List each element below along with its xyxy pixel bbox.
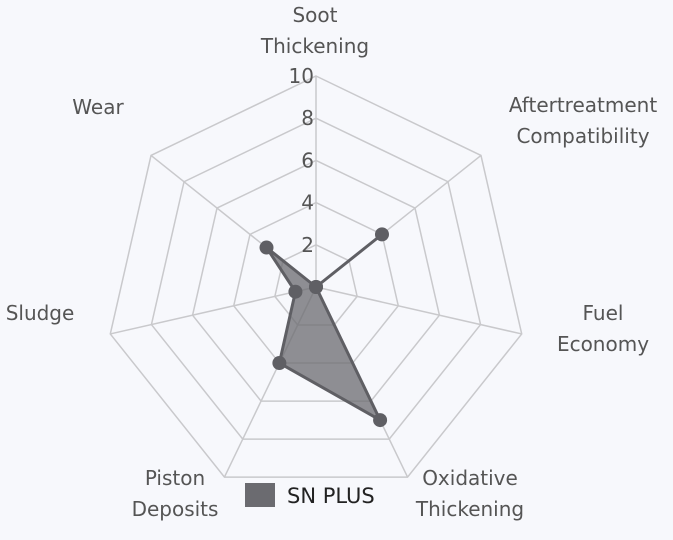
- axis-label-line: Aftertreatment: [509, 93, 658, 117]
- axis-label-line: Piston: [145, 466, 205, 490]
- axis-label: Fuel Economy: [557, 301, 649, 356]
- axis-label-line: Deposits: [132, 497, 219, 521]
- axis-spoke: [315, 286, 522, 335]
- grid-ring-8: [150, 117, 482, 440]
- data-point-oxidative-thickening[interactable]: [373, 413, 388, 428]
- data-point-aftertreatment-compatibility[interactable]: [374, 227, 389, 242]
- legend[interactable]: SN PLUS: [245, 483, 375, 508]
- grid-ring-6: [191, 159, 441, 402]
- tick-label: 10: [289, 64, 314, 88]
- series-area: [265, 232, 384, 422]
- tick-label: 2: [301, 233, 314, 257]
- series-layer: [259, 227, 389, 428]
- axis-label-line: Compatibility: [516, 124, 649, 148]
- axis-label-line: Wear: [72, 95, 124, 119]
- axis-label: Wear: [72, 95, 124, 119]
- axis-label-line: Sludge: [6, 301, 75, 325]
- tick-label: 6: [301, 148, 314, 172]
- grid-ring-10: [109, 75, 523, 478]
- data-point-piston-deposits[interactable]: [272, 356, 287, 371]
- axis-label-line: Thickening: [260, 34, 369, 58]
- axis-label: Soot Thickening: [260, 3, 369, 58]
- radar-grid: [109, 75, 523, 478]
- axis-label: Oxidative Thickening: [415, 466, 524, 521]
- legend-swatch: [245, 483, 275, 507]
- axis-label: Piston Deposits: [132, 466, 219, 521]
- tick-label: 8: [301, 106, 314, 130]
- data-point-fuel-economy[interactable]: [309, 280, 323, 294]
- data-point-wear[interactable]: [259, 240, 274, 255]
- axis-spoke: [110, 286, 317, 335]
- axis-label-line: Soot: [292, 3, 337, 27]
- axis-label: Aftertreatment Compatibility: [509, 93, 658, 148]
- axis-label: Sludge: [6, 301, 75, 325]
- legend-label: SN PLUS: [287, 484, 375, 508]
- data-point-sludge[interactable]: [288, 284, 303, 299]
- axis-label-line: Fuel: [583, 301, 624, 325]
- axis-label-line: Oxidative: [422, 466, 518, 490]
- radial-tick-labels: 2 4 6 8 10: [289, 64, 314, 257]
- axis-labels: Soot Thickening Aftertreatment Compatibilit…: [6, 3, 658, 521]
- tick-label: 4: [301, 191, 314, 215]
- axis-label-line: Thickening: [415, 497, 524, 521]
- axis-label-line: Economy: [557, 332, 649, 356]
